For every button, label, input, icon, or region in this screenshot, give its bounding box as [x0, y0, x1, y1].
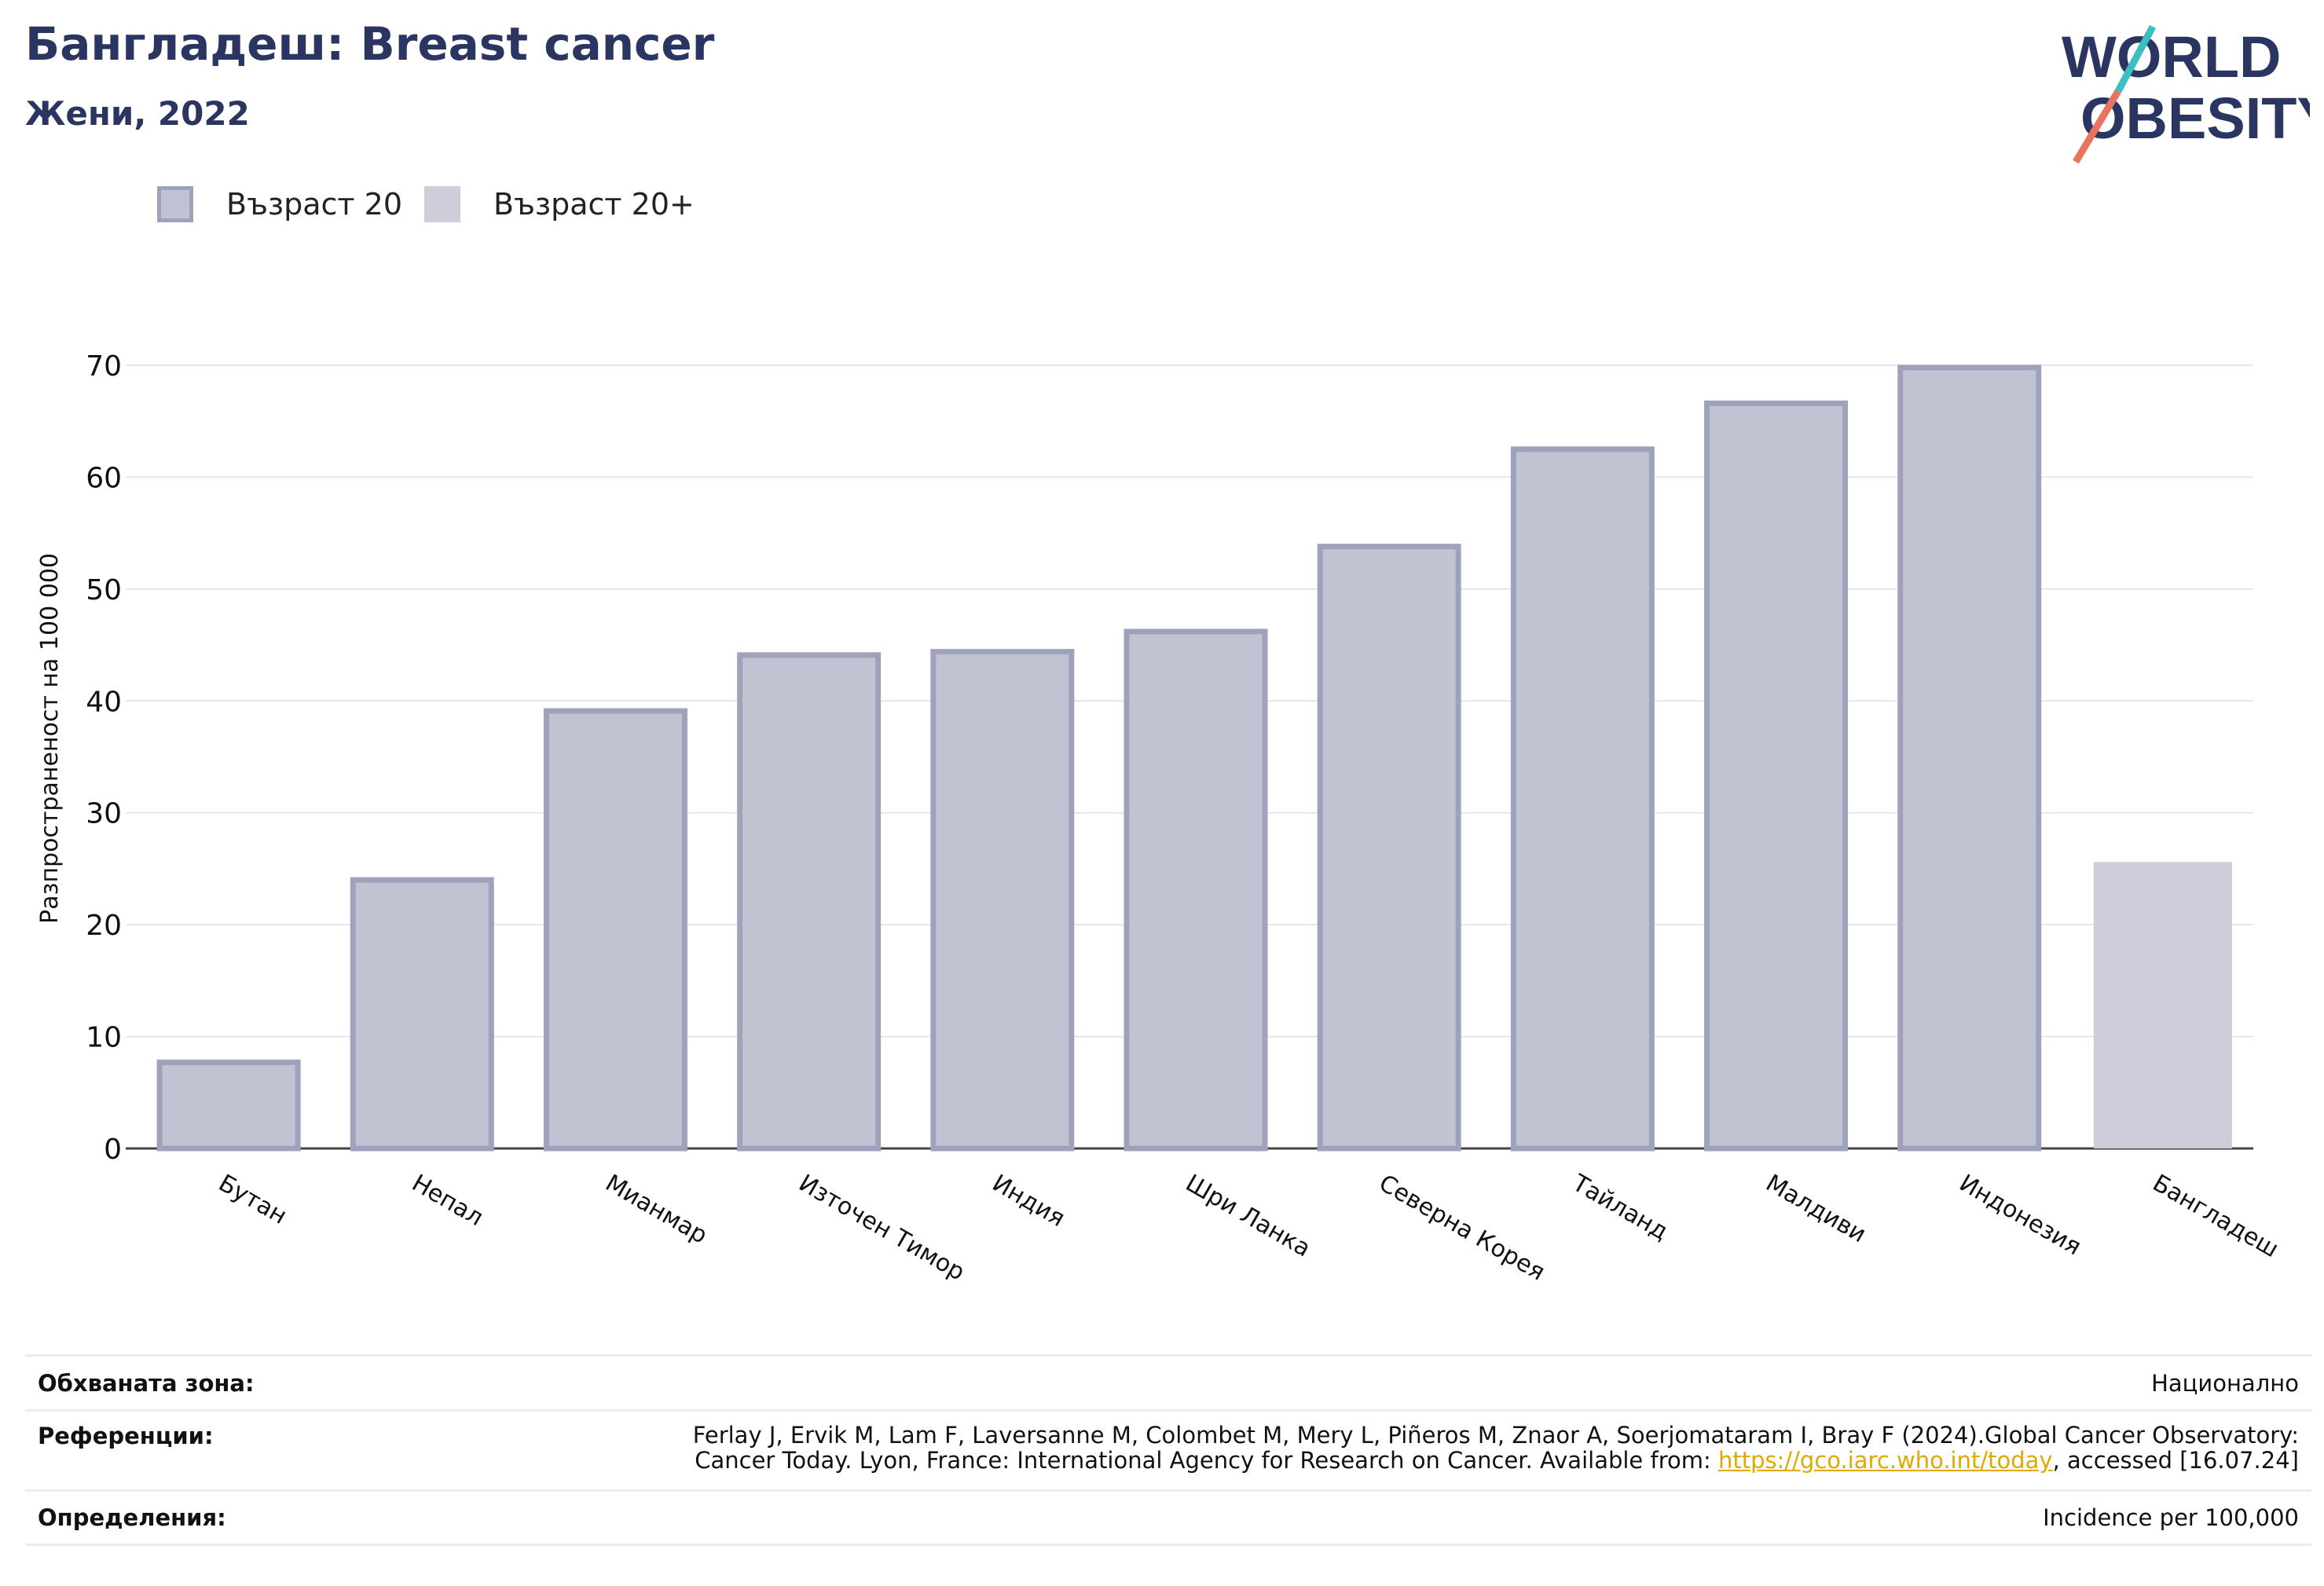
- legend-swatch-age-20-plus: [424, 186, 460, 222]
- y-tick-label: 70: [86, 350, 122, 383]
- legend-item-age-20: Възраст 20: [157, 186, 402, 222]
- y-tick-label: 60: [86, 462, 122, 494]
- bar: [1897, 364, 2042, 1152]
- y-tick-label: 0: [104, 1134, 122, 1166]
- bar: [350, 877, 494, 1152]
- bar: [543, 708, 687, 1152]
- reference-text: Cancer Today. Lyon, France: Internationa…: [695, 1447, 1718, 1474]
- footer-value-coverage: Национално: [2151, 1369, 2299, 1397]
- bar: [1510, 446, 1655, 1152]
- footer-row-coverage: Обхваната зона: Национално: [25, 1354, 2311, 1409]
- x-tick-label: Източен Тимор: [794, 1170, 970, 1287]
- chart-legend: Възраст 20 Възраст 20+: [157, 181, 717, 228]
- y-axis-label: Разпространеност на 100 000: [36, 553, 64, 924]
- footer-value-references: Ferlay J, Ervik M, Lam F, Laversanne M, …: [693, 1423, 2299, 1489]
- legend-label-age-20-plus: Възраст 20+: [493, 187, 695, 222]
- y-tick-label: 40: [86, 686, 122, 718]
- footer-row-references: Референции: Ferlay J, Ervik M, Lam F, La…: [25, 1409, 2311, 1489]
- legend-item-age-20-plus: Възраст 20+: [424, 186, 695, 222]
- x-tick-label: Непал: [407, 1170, 488, 1232]
- x-tick-label: Тайланд: [1567, 1169, 1673, 1246]
- x-tick-label: Индонезия: [1955, 1170, 2086, 1262]
- bar: [1704, 400, 1849, 1152]
- footer-key-references: Референции:: [38, 1423, 214, 1449]
- y-tick-label: 30: [86, 798, 122, 830]
- world-obesity-logo: WORLD OBESITY: [2062, 24, 2310, 163]
- y-tick-label: 20: [86, 910, 122, 942]
- logo-slash-teal: [2115, 24, 2156, 93]
- footer-key-definitions: Определения:: [38, 1504, 226, 1531]
- bar: [1317, 544, 1461, 1152]
- bar: [156, 1059, 301, 1152]
- x-tick-label: Индия: [988, 1170, 1069, 1233]
- bar: [1124, 628, 1268, 1152]
- bar: [2093, 862, 2232, 1148]
- x-tick-label: Малдиви: [1761, 1170, 1871, 1249]
- footer-value-definitions: Incidence per 100,000: [2043, 1504, 2299, 1531]
- chart-footer: Обхваната зона: Национално Референции: F…: [25, 1354, 2311, 1546]
- bar: [737, 652, 882, 1152]
- footer-key-coverage: Обхваната зона:: [38, 1369, 255, 1397]
- legend-label-age-20: Възраст 20: [226, 187, 402, 222]
- legend-swatch-age-20: [157, 186, 193, 222]
- x-tick-label: Бангладеш: [2148, 1170, 2283, 1264]
- reference-line-2: Cancer Today. Lyon, France: Internationa…: [693, 1448, 2299, 1473]
- y-tick-label: 10: [86, 1022, 122, 1054]
- logo-line-1: WORLD: [2062, 24, 2282, 90]
- footer-row-definitions: Определения: Incidence per 100,000: [25, 1489, 2311, 1546]
- reference-accessed: , accessed [16.07.24]: [2052, 1447, 2299, 1474]
- reference-line-1: Ferlay J, Ervik M, Lam F, Laversanne M, …: [692, 1422, 2299, 1449]
- reference-link[interactable]: https://gco.iarc.who.int/today: [1717, 1447, 2053, 1474]
- x-tick-label: Шри Ланка: [1181, 1170, 1315, 1263]
- chart-title: Бангладеш: Breast cancer: [25, 17, 715, 71]
- bar: [930, 649, 1075, 1152]
- chart-subtitle: Жени, 2022: [25, 94, 250, 133]
- x-tick-label: Северна Корея: [1374, 1170, 1549, 1287]
- x-tick-label: Мианмар: [600, 1170, 712, 1250]
- bar-chart: 0 10 20 30 40 50 60 70 Бутан Непал Мианмар Източен…: [36, 350, 2283, 1287]
- x-tick-label: Бутан: [214, 1170, 291, 1230]
- y-tick-label: 50: [86, 574, 122, 606]
- logo-slash-coral: [2073, 89, 2121, 163]
